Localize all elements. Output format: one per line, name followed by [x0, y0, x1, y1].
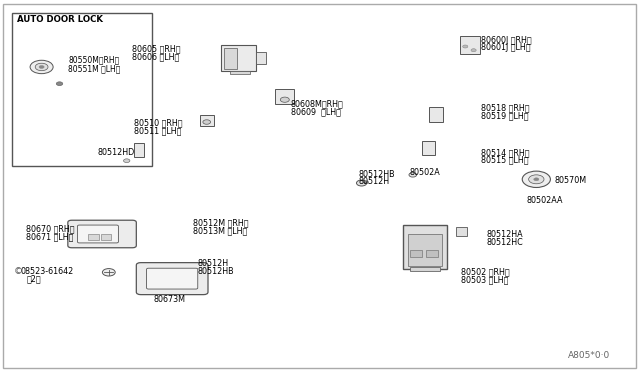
Text: 80503 〈LH〉: 80503 〈LH〉 [461, 276, 508, 285]
Bar [456, 227, 467, 236]
FancyBboxPatch shape [77, 225, 118, 243]
Text: 80605 〈RH〉: 80605 〈RH〉 [132, 45, 180, 54]
Circle shape [124, 159, 130, 163]
Text: 80513M 〈LH〉: 80513M 〈LH〉 [193, 227, 248, 235]
Circle shape [203, 120, 211, 124]
Text: 80512M 〈RH〉: 80512M 〈RH〉 [193, 219, 249, 228]
Bar [410, 267, 440, 271]
Bar [275, 89, 294, 104]
Text: 80512HB: 80512HB [197, 267, 234, 276]
Bar [403, 225, 447, 269]
Bar [88, 234, 99, 240]
Circle shape [56, 82, 63, 86]
Circle shape [463, 45, 468, 48]
Text: 80515 〈LH〉: 80515 〈LH〉 [481, 156, 529, 165]
Text: 80514 〈RH〉: 80514 〈RH〉 [481, 148, 530, 157]
Circle shape [522, 171, 550, 187]
Text: 80673M: 80673M [154, 295, 186, 304]
Text: ©: © [14, 267, 23, 276]
Text: 80518 〈RH〉: 80518 〈RH〉 [481, 103, 530, 112]
FancyBboxPatch shape [68, 220, 136, 248]
Text: 80502A: 80502A [410, 169, 440, 177]
Text: 80609  〈LH〉: 80609 〈LH〉 [291, 108, 340, 116]
Circle shape [364, 181, 369, 184]
Circle shape [30, 60, 53, 74]
Bar [429, 107, 443, 122]
Circle shape [39, 65, 44, 68]
FancyBboxPatch shape [136, 263, 208, 295]
Text: 80670 〈RH〉: 80670 〈RH〉 [26, 224, 74, 233]
Circle shape [356, 180, 367, 186]
Bar [12, 13, 152, 166]
Bar [410, 250, 422, 257]
Text: 80519 〈LH〉: 80519 〈LH〉 [481, 111, 529, 120]
Text: 80511 〈LH〉: 80511 〈LH〉 [134, 126, 182, 135]
Text: 80570M: 80570M [555, 176, 587, 185]
Bar [460, 36, 480, 54]
Bar [101, 234, 111, 240]
Bar [426, 250, 438, 257]
Circle shape [534, 178, 539, 181]
Text: A805*0·0: A805*0·0 [568, 351, 611, 360]
Text: 80512HD: 80512HD [97, 148, 134, 157]
Text: 80551M 〈LH〉: 80551M 〈LH〉 [68, 64, 121, 73]
Text: 80502 〈RH〉: 80502 〈RH〉 [461, 268, 509, 277]
Text: 80550M〈RH〉: 80550M〈RH〉 [68, 55, 120, 64]
Circle shape [529, 175, 544, 184]
Bar [408, 234, 442, 266]
Text: 80510 〈RH〉: 80510 〈RH〉 [134, 118, 183, 127]
Bar [200, 115, 214, 126]
Bar [134, 143, 144, 157]
Circle shape [35, 63, 48, 71]
Text: 80512H: 80512H [197, 259, 228, 268]
Text: 〈2〉: 〈2〉 [27, 275, 42, 283]
Text: 80502AA: 80502AA [526, 196, 563, 205]
Text: 80512HA: 80512HA [486, 230, 523, 239]
Bar [422, 141, 435, 155]
Text: 80512H: 80512H [358, 177, 390, 186]
Circle shape [409, 173, 417, 177]
Text: 80608M〈RH〉: 80608M〈RH〉 [291, 100, 343, 109]
Circle shape [471, 49, 476, 52]
Text: 80512HC: 80512HC [486, 238, 523, 247]
Bar [256, 52, 266, 64]
Text: 08523-61642: 08523-61642 [20, 267, 74, 276]
Text: 80671 〈LH〉: 80671 〈LH〉 [26, 232, 73, 241]
Bar [221, 45, 256, 71]
Circle shape [102, 269, 115, 276]
Bar [230, 71, 250, 74]
Bar [224, 48, 237, 69]
FancyBboxPatch shape [147, 268, 198, 289]
Circle shape [280, 97, 289, 102]
Text: AUTO DOOR LOCK: AUTO DOOR LOCK [17, 15, 103, 24]
Text: 80600J 〈RH〉: 80600J 〈RH〉 [481, 36, 532, 45]
Text: 80512HB: 80512HB [358, 170, 395, 179]
Text: 80601J 〈LH〉: 80601J 〈LH〉 [481, 44, 531, 52]
Text: 80606 〈LH〉: 80606 〈LH〉 [132, 52, 179, 61]
